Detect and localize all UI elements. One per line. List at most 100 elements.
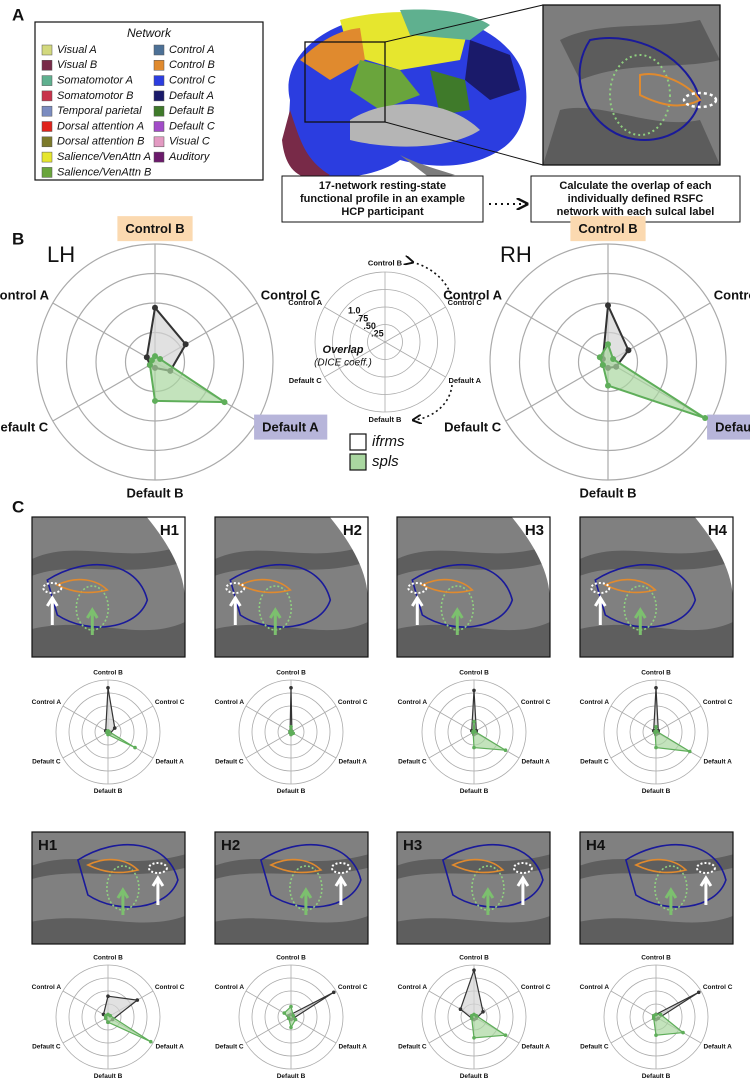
category-label: Control A [0, 287, 50, 302]
category-label: Default A [521, 758, 550, 765]
category-label: Control B [93, 670, 123, 677]
series-point [472, 719, 476, 724]
spoke [62, 731, 109, 759]
legend-swatch [41, 44, 53, 56]
series-point [331, 990, 336, 995]
r-tick-label: .75 [356, 313, 369, 323]
category-label: Control A [215, 984, 245, 991]
arrow [46, 595, 59, 625]
spoke [62, 705, 109, 733]
series-point [599, 361, 606, 368]
spoke [52, 361, 156, 422]
category-label: Control A [443, 287, 502, 302]
category-label: Default C [580, 1043, 609, 1050]
legend-label: Visual A [57, 44, 97, 56]
series-point [471, 729, 475, 734]
category-label: Control A [288, 298, 322, 307]
image-frame [579, 516, 734, 658]
text-box [281, 175, 484, 223]
series-point [146, 361, 153, 368]
series-point [702, 415, 709, 422]
category-label: Control C [261, 287, 321, 302]
series-point [469, 1013, 474, 1018]
series-point [458, 1007, 463, 1011]
legend-swatch [41, 60, 53, 71]
category-label: Default B [579, 486, 636, 501]
series-point [152, 304, 158, 311]
background [146, 517, 185, 601]
brain-sulcus [32, 622, 185, 657]
series-point [221, 399, 228, 406]
category-label: Default A [703, 758, 732, 765]
series-point [503, 748, 508, 752]
series-point [133, 745, 137, 750]
legend-label: Control B [169, 59, 215, 71]
brain-image [580, 517, 733, 657]
legend-items: Visual A Visual B Somatomotor A Somatomotor… [41, 44, 216, 178]
category-label: Control B [578, 221, 637, 236]
brain-sulcus [397, 854, 550, 880]
category-label: Default C [32, 758, 61, 765]
category-label: Default A [521, 1043, 550, 1050]
legend-swatch [41, 105, 53, 117]
spoke [290, 731, 337, 759]
background [694, 517, 733, 601]
series-point [472, 745, 476, 750]
category-label: Control C [714, 287, 750, 302]
series-point [472, 968, 476, 972]
chart-title: RH [500, 242, 532, 267]
category-label: Control C [338, 984, 368, 991]
series-point [481, 1010, 485, 1014]
brain-image [397, 517, 550, 657]
image-frame [31, 516, 186, 658]
category-label: Control A [32, 699, 62, 706]
category-label: Control A [215, 699, 245, 706]
series-point [103, 1016, 108, 1021]
arrow [116, 887, 130, 915]
spoke [62, 1016, 109, 1044]
series-point [654, 1033, 658, 1037]
network-outline [238, 578, 292, 594]
series-polygon [653, 1013, 685, 1036]
legend-label: ifrms [372, 433, 405, 450]
panel-label: A [12, 5, 24, 24]
category-label: Default A [715, 420, 750, 435]
category-label: Default B [369, 415, 403, 424]
brain-image [32, 832, 185, 944]
spoke [324, 341, 386, 378]
legend-swatch [153, 151, 165, 163]
spoke [505, 302, 609, 363]
series-point [474, 1013, 479, 1018]
series-point [135, 998, 140, 1002]
legend-swatch [153, 90, 165, 102]
series-point [157, 356, 164, 363]
background [511, 517, 550, 601]
category-label: Control C [155, 699, 185, 706]
category-label: Control B [93, 955, 123, 962]
image-frame [31, 831, 186, 945]
category-highlight [707, 414, 750, 440]
series-polygon [148, 354, 228, 404]
category-label: Default A [262, 420, 319, 435]
brain-sulcus [215, 545, 368, 576]
category-label: Default B [642, 1073, 671, 1080]
panel-label: B [12, 229, 24, 248]
legend-label: Salience/VenAttn B [57, 166, 151, 178]
series-polygon [654, 726, 691, 753]
spoke [610, 705, 657, 733]
series-point [112, 726, 117, 730]
network-outline [451, 858, 505, 874]
brain-sulcus [580, 622, 733, 657]
image-label: H2 [343, 522, 362, 539]
series-point [108, 1013, 113, 1018]
series-point [654, 745, 658, 750]
brain-sulcus [397, 622, 550, 657]
brain-sulcus [580, 854, 733, 880]
category-label: Default C [398, 1043, 427, 1050]
series-point [651, 1013, 656, 1018]
arrow [412, 262, 453, 301]
legend-swatch [153, 105, 165, 117]
image-frame [579, 831, 734, 945]
brain-sulcus [397, 545, 550, 576]
